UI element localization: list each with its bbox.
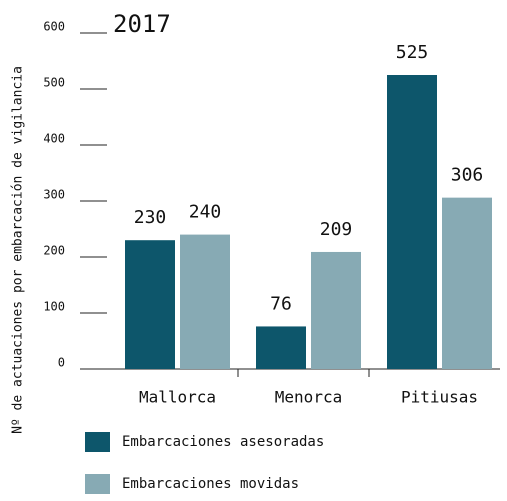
bar — [442, 197, 492, 369]
data-label: 525 — [396, 42, 429, 63]
bar — [387, 75, 437, 369]
y-tick-label: 100 — [43, 300, 65, 314]
y-tick-label: 0 — [58, 356, 65, 370]
data-label: 209 — [320, 219, 353, 240]
data-label: 240 — [189, 202, 222, 223]
data-label: 230 — [134, 207, 167, 228]
data-label: 76 — [270, 293, 292, 314]
legend-label: Embarcaciones movidas — [122, 476, 299, 492]
y-tick-label: 400 — [43, 132, 65, 146]
bar — [180, 234, 230, 369]
chart-title: 2017 — [113, 10, 171, 38]
bar — [256, 326, 306, 369]
data-label: 306 — [451, 165, 484, 186]
y-axis-label: Nº de actuaciones por embarcación de vig… — [11, 66, 26, 434]
y-tick-label: 300 — [43, 188, 65, 202]
bar — [311, 251, 361, 369]
legend-swatch — [85, 432, 110, 452]
x-tick-label: Menorca — [275, 388, 342, 407]
y-tick-label: 600 — [43, 20, 65, 34]
x-tick-label: Mallorca — [139, 388, 216, 407]
bar — [125, 240, 175, 369]
x-tick-label: Pitiusas — [401, 388, 478, 407]
y-tick-label: 200 — [43, 244, 65, 258]
legend-swatch — [85, 474, 110, 494]
y-tick-label: 500 — [43, 76, 65, 90]
legend-label: Embarcaciones asesoradas — [122, 434, 324, 450]
